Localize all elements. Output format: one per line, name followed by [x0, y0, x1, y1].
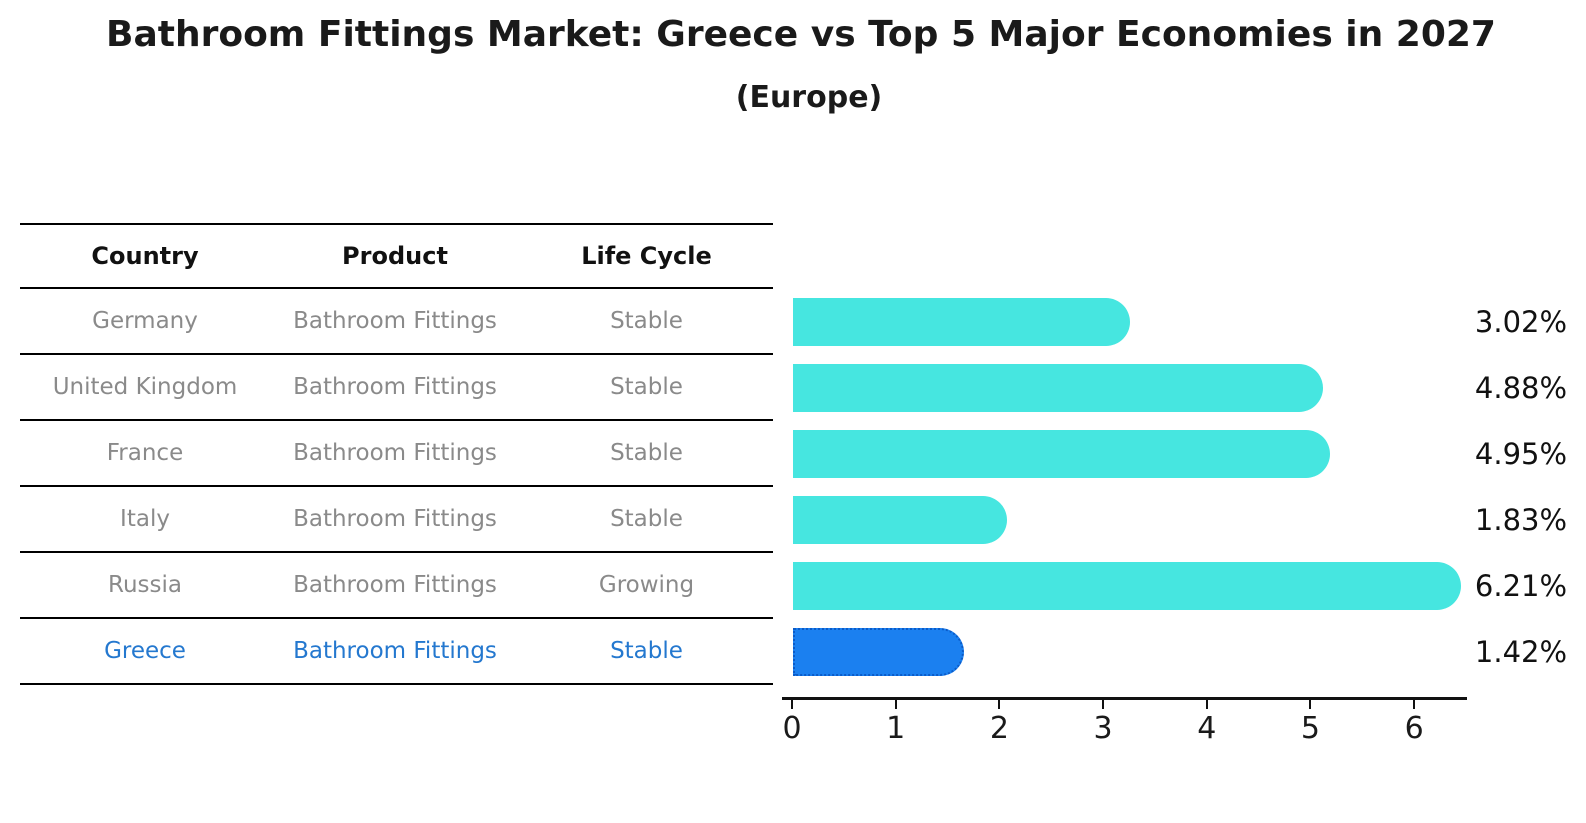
table-row-russia: Russia Bathroom Fittings Growing: [20, 553, 773, 619]
table-cell-country: Germany: [92, 308, 198, 334]
bar-row-italy: [793, 487, 1467, 553]
table-cell-product: Bathroom Fittings: [293, 506, 497, 532]
bar-germany: [793, 298, 1131, 346]
x-tick: [791, 700, 793, 709]
table-cell-product: Bathroom Fittings: [293, 638, 497, 664]
table-header-country: Country: [91, 242, 199, 270]
bar-plot-area: [793, 289, 1467, 685]
chart-subtitle: (Europe): [735, 80, 883, 115]
table-cell-country: France: [106, 440, 184, 466]
table-header-product: Product: [342, 242, 448, 270]
x-tick-label: 5: [1300, 711, 1320, 746]
table-cell-country: Greece: [104, 638, 186, 664]
table-row-france: France Bathroom Fittings Stable: [20, 421, 773, 487]
table-cell-life-cycle: Stable: [610, 374, 683, 400]
x-axis-line: [782, 697, 1467, 700]
x-tick-label: 6: [1404, 711, 1424, 746]
bar-highlighted-greece: [793, 628, 965, 676]
x-tick: [1102, 700, 1105, 709]
chart-title: Bathroom Fittings Market: Greece vs Top …: [106, 14, 1496, 55]
table-row-greece: Greece Bathroom Fittings Stable: [20, 619, 773, 685]
bar-russia: [793, 562, 1461, 610]
bar-united-kingdom: [793, 364, 1324, 412]
table-row-germany: Germany Bathroom Fittings Stable: [20, 289, 773, 355]
x-tick-label: 0: [782, 711, 802, 746]
bar-row-russia: [793, 553, 1467, 619]
value-label-france: 4.95%: [1474, 437, 1568, 471]
table-cell-country: Russia: [108, 572, 182, 598]
bar-row-united-kingdom: [793, 355, 1467, 421]
bar-row-france: [793, 421, 1467, 487]
table-body: Germany Bathroom Fittings Stable United Kin…: [20, 289, 773, 685]
table-cell-life-cycle: Stable: [610, 638, 683, 664]
x-tick: [1309, 700, 1312, 709]
table-cell-product: Bathroom Fittings: [293, 308, 497, 334]
value-label-greece: 1.42%: [1474, 635, 1568, 669]
table-cell-country: Italy: [120, 506, 170, 532]
value-label-italy: 1.83%: [1474, 503, 1568, 537]
x-tick: [998, 700, 1001, 709]
bar-row-greece: [793, 619, 1467, 685]
bar-italy: [793, 496, 1007, 544]
x-tick: [1205, 700, 1208, 709]
value-label-united-kingdom: 4.88%: [1474, 371, 1568, 405]
bar-row-germany: [793, 289, 1467, 355]
value-label-russia: 6.21%: [1474, 569, 1568, 603]
x-tick-label: 4: [1197, 711, 1217, 746]
table-cell-life-cycle: Stable: [610, 308, 683, 334]
x-tick: [894, 700, 897, 709]
table-cell-product: Bathroom Fittings: [293, 572, 497, 598]
table-cell-product: Bathroom Fittings: [293, 440, 497, 466]
table-cell-life-cycle: Stable: [610, 506, 683, 532]
table-header-row: Country Product Life Cycle: [20, 223, 773, 289]
table-row-united-kingdom: United Kingdom Bathroom Fittings Stable: [20, 355, 773, 421]
x-tick-label: 1: [886, 711, 906, 746]
table-header-life-cycle: Life Cycle: [581, 242, 712, 270]
table-cell-life-cycle: Stable: [610, 440, 683, 466]
x-tick-label: 2: [989, 711, 1009, 746]
table-row-italy: Italy Bathroom Fittings Stable: [20, 487, 773, 553]
x-tick: [1413, 700, 1416, 709]
value-label-germany: 3.02%: [1474, 305, 1568, 339]
bar-france: [793, 430, 1331, 478]
table-cell-life-cycle: Growing: [598, 572, 695, 598]
table-cell-country: United Kingdom: [52, 374, 238, 400]
x-tick-label: 3: [1093, 711, 1113, 746]
country-table: Country Product Life Cycle Germany Bathroom…: [20, 223, 773, 685]
table-cell-product: Bathroom Fittings: [293, 374, 497, 400]
